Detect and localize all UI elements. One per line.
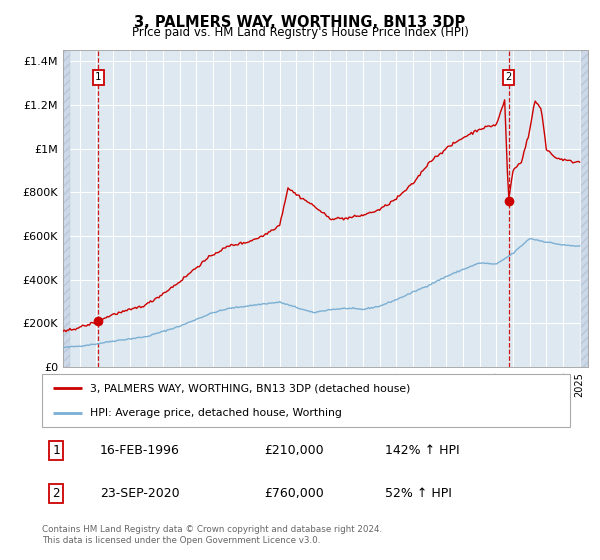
Text: 1: 1 (53, 444, 60, 457)
FancyBboxPatch shape (42, 374, 570, 427)
Text: 2: 2 (505, 72, 512, 82)
Text: 1: 1 (95, 72, 101, 82)
Text: 3, PALMERS WAY, WORTHING, BN13 3DP: 3, PALMERS WAY, WORTHING, BN13 3DP (134, 15, 466, 30)
Bar (63, 50, 70, 367)
Text: Price paid vs. HM Land Registry's House Price Index (HPI): Price paid vs. HM Land Registry's House … (131, 26, 469, 39)
Text: Contains HM Land Registry data © Crown copyright and database right 2024.
This d: Contains HM Land Registry data © Crown c… (42, 525, 382, 545)
Text: £760,000: £760,000 (264, 487, 323, 500)
Text: 52% ↑ HPI: 52% ↑ HPI (385, 487, 452, 500)
Bar (581, 50, 588, 367)
Text: 3, PALMERS WAY, WORTHING, BN13 3DP (detached house): 3, PALMERS WAY, WORTHING, BN13 3DP (deta… (89, 384, 410, 394)
Text: HPI: Average price, detached house, Worthing: HPI: Average price, detached house, Wort… (89, 408, 341, 418)
Text: 2: 2 (53, 487, 60, 500)
Text: 23-SEP-2020: 23-SEP-2020 (100, 487, 180, 500)
Text: 142% ↑ HPI: 142% ↑ HPI (385, 444, 460, 457)
Text: £210,000: £210,000 (264, 444, 323, 457)
Text: 16-FEB-1996: 16-FEB-1996 (100, 444, 180, 457)
